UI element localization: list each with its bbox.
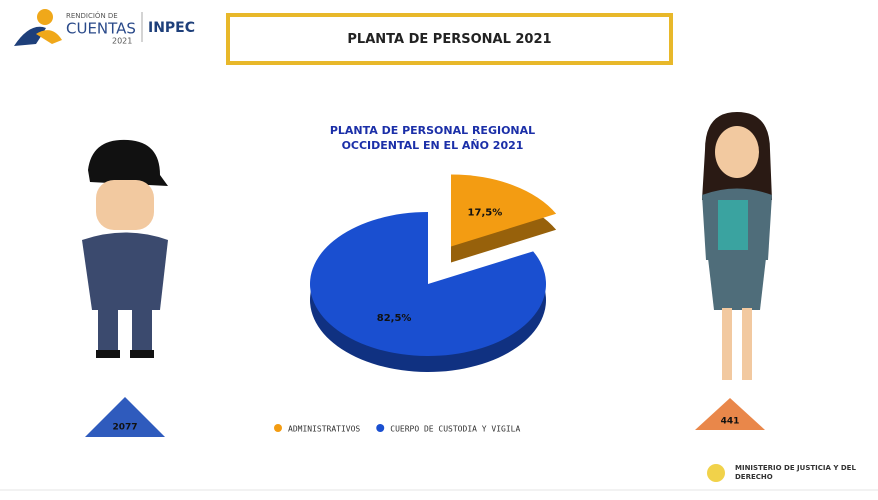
brand: INPEC: [148, 20, 195, 36]
logo-icon: [14, 26, 46, 46]
slice: [310, 212, 546, 356]
logo-icon: [37, 9, 53, 25]
badge-count: 441: [721, 417, 740, 427]
guard-illustration: [82, 139, 168, 358]
slice-label: 82,5%: [377, 313, 412, 324]
chart-title: PLANTA DE PERSONAL REGIONAL OCCIDENTAL E…: [329, 124, 536, 152]
logo-text: 2021: [112, 37, 132, 46]
logo-text: RENDICIÓN DE: [66, 11, 118, 20]
header-title: PLANTA DE PERSONAL 2021: [226, 13, 673, 65]
badge-count: 2077: [112, 423, 137, 433]
pie-chart: 17,5% 82,5% ADMINISTRATIVOS CUERPO DE CUSTO…: [274, 174, 557, 434]
ministry-name: MINISTERIO DE JUSTICIA Y DEL DERECHO: [735, 464, 856, 481]
logo-icon: [36, 30, 62, 44]
slice: [450, 174, 557, 247]
legend-marker: [274, 424, 282, 432]
legend-label: ADMINISTRATIVOS: [288, 425, 360, 434]
legend-marker: [376, 424, 385, 432]
ministry-emblem: [707, 464, 725, 482]
slice-label: 17,5%: [468, 208, 503, 219]
legend-label: CUERPO DE CUSTODIA Y VIGILA: [390, 425, 520, 434]
logo-text: CUENTAS: [66, 20, 136, 38]
woman-illustration: [702, 112, 772, 380]
badge-triangle: [85, 397, 165, 437]
badge-triangle: [695, 398, 765, 430]
